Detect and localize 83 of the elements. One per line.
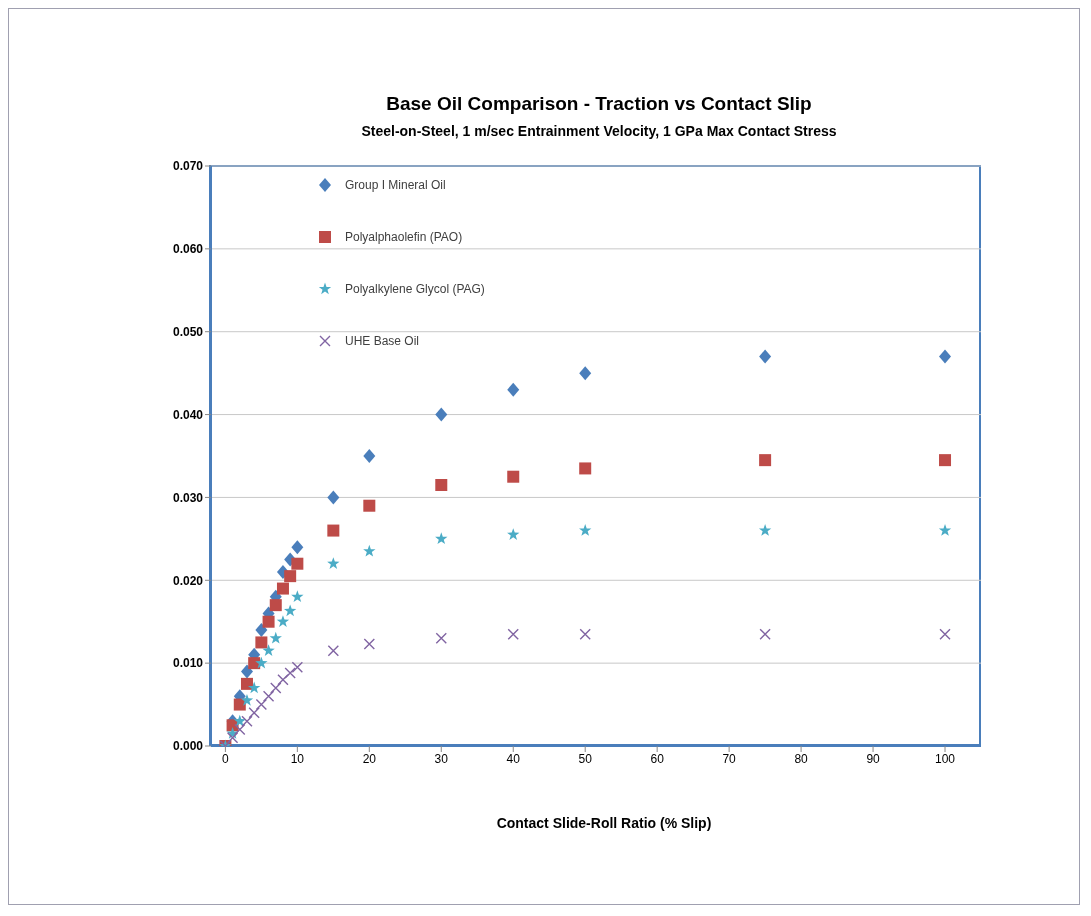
point	[435, 632, 447, 644]
point	[507, 382, 520, 397]
point	[240, 664, 253, 679]
point	[269, 631, 282, 644]
x-tick-label: 70	[722, 751, 737, 766]
chart-title: Base Oil Comparison - Traction vs Contact Slip	[385, 93, 813, 115]
y-tick-label: 0.040	[172, 407, 204, 422]
x-tick-label: 50	[578, 751, 593, 766]
point	[291, 540, 304, 555]
point	[248, 707, 260, 719]
point	[507, 470, 520, 483]
point	[233, 714, 246, 727]
point	[363, 499, 376, 512]
legend-label: UHE Base Oil	[345, 334, 420, 348]
chart-subtitle: Steel-on-Steel, 1 m/sec Entrainment Velocity, 1 GPa Max Contact Stress	[360, 123, 838, 139]
point	[327, 490, 340, 505]
legend-label: Group I Mineral Oil	[345, 178, 446, 192]
point	[255, 636, 268, 649]
x-tick-label: 100	[935, 751, 956, 766]
point	[579, 628, 591, 640]
point	[276, 582, 289, 595]
point	[262, 644, 275, 656]
y-tick-label: 0.000	[172, 739, 204, 754]
y-tick-label: 0.030	[172, 490, 204, 505]
y-tick-label: 0.010	[172, 656, 204, 671]
point	[240, 693, 254, 706]
point	[363, 449, 376, 463]
point	[759, 349, 772, 364]
x-tick-label: 40	[506, 751, 521, 766]
point	[579, 366, 592, 381]
x-tick-label: 20	[362, 751, 377, 766]
y-tick-label: 0.050	[172, 324, 204, 339]
point	[759, 628, 771, 640]
point	[435, 479, 448, 491]
point	[507, 628, 519, 640]
point	[435, 407, 448, 422]
point	[327, 524, 340, 537]
point	[283, 604, 297, 617]
point	[269, 599, 282, 612]
point	[262, 690, 275, 702]
point	[255, 623, 268, 637]
point	[939, 349, 952, 364]
x-tick-label: 60	[650, 751, 665, 766]
x-tick-label: 80	[794, 751, 809, 766]
x-axis-title: Contact Slide-Roll Ratio (% Slip)	[495, 815, 713, 831]
point	[579, 462, 592, 475]
legend-label: Polyalkylene Glycol (PAG)	[345, 282, 485, 296]
point	[255, 698, 268, 711]
point	[248, 681, 261, 694]
x-tick-label: 0	[222, 751, 230, 766]
point	[759, 454, 772, 467]
point	[276, 615, 290, 627]
point	[291, 661, 304, 673]
x-tick-label: 10	[290, 751, 305, 766]
point	[284, 570, 297, 583]
point	[234, 723, 246, 736]
point	[758, 524, 772, 536]
x-tick-label: 30	[434, 751, 449, 766]
y-tick-label: 0.070	[172, 159, 204, 174]
point	[240, 677, 253, 690]
y-tick-label: 0.060	[172, 242, 204, 257]
point	[284, 667, 296, 679]
point	[938, 524, 952, 536]
point	[363, 544, 376, 557]
point	[241, 715, 253, 727]
legend-label: Polyalphaolefin (PAO)	[345, 230, 463, 244]
point	[327, 645, 340, 657]
point	[270, 682, 282, 694]
point	[507, 528, 520, 540]
point	[262, 615, 275, 628]
point	[291, 590, 304, 603]
point	[277, 674, 289, 686]
point	[939, 454, 952, 467]
point	[435, 532, 448, 545]
point	[579, 524, 592, 536]
point	[226, 732, 239, 744]
point	[363, 638, 376, 650]
point	[233, 698, 246, 711]
point	[255, 656, 268, 669]
point	[939, 628, 951, 640]
x-tick-label: 90	[866, 751, 881, 766]
point	[291, 557, 304, 570]
y-tick-label: 0.020	[172, 573, 204, 588]
